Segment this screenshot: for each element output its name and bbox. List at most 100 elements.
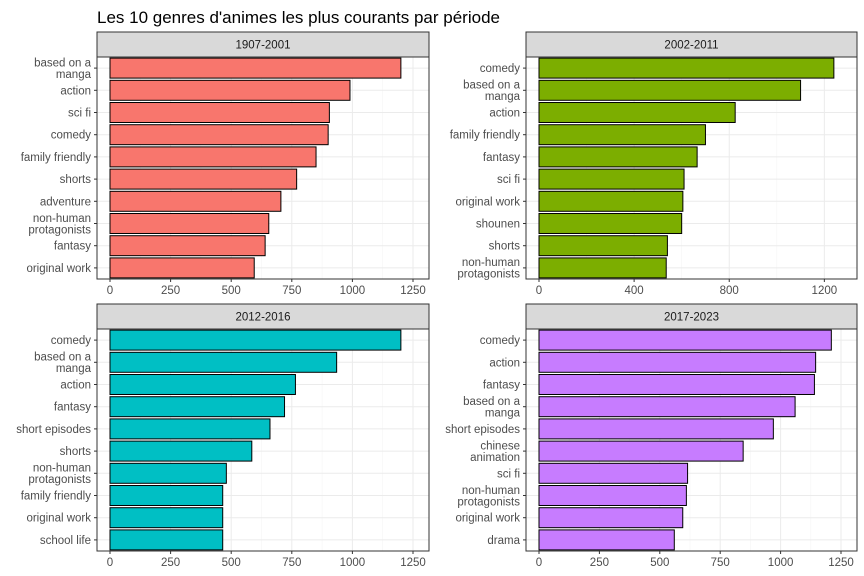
bar-comedy: [109, 124, 329, 146]
y-tick-label-line: comedy: [51, 130, 92, 142]
bar-action: [538, 351, 817, 373]
x-tick-label: 0: [536, 285, 542, 297]
x-tick-label: 500: [222, 285, 241, 297]
y-tick-label: short episodes: [445, 424, 520, 436]
facet-strip: [525, 31, 858, 58]
y-tick-label: non-human protagonists: [457, 485, 520, 509]
facet-strip: [96, 31, 430, 58]
y-tick-label-line: non-human: [462, 257, 520, 269]
bar-school-life: [109, 529, 224, 551]
y-tick-label-line: non-human: [33, 213, 91, 225]
y-tick-label: original work: [26, 263, 91, 275]
bar-shorts: [538, 235, 668, 257]
y-tick-label: non-human protagonists: [28, 213, 91, 237]
x-tick-label: 1000: [768, 557, 794, 569]
y-tick-label-line: based on a: [463, 396, 521, 408]
y-tick-label-line: fantasy: [483, 380, 520, 392]
y-tick-label: comedy: [480, 335, 521, 347]
x-tick-label: 1250: [400, 557, 426, 569]
y-tick-label-line: fantasy: [483, 152, 520, 164]
bar-non-human-protagonists: [109, 462, 227, 484]
y-tick-label-line: fantasy: [54, 402, 91, 414]
bar-based-on-a-manga: [538, 396, 796, 418]
y-tick-label: non-human protagonists: [457, 257, 520, 281]
y-tick-label-line: sci fi: [68, 108, 91, 120]
facet-panel-3: 2012-2016 comedy based on a manga action fant…: [16, 303, 430, 569]
y-tick-label: fantasy: [483, 380, 520, 392]
y-tick-label-line: action: [60, 380, 91, 392]
y-tick-label-line: family friendly: [21, 491, 92, 503]
x-tick-label: 500: [222, 557, 241, 569]
bar-non-human-protagonists: [109, 213, 270, 234]
y-tick-label-line: action: [489, 357, 520, 369]
y-tick-label-line: original work: [26, 263, 91, 275]
y-tick-label-line: original work: [26, 513, 91, 525]
bar-sci-fi: [538, 168, 685, 190]
y-tick-label-line: protagonists: [28, 224, 91, 236]
y-tick-label-line: manga: [485, 407, 521, 419]
y-tick-label: original work: [26, 513, 91, 525]
y-tick-label-line: short episodes: [445, 424, 520, 436]
y-tick-label: family friendly: [450, 130, 521, 142]
y-tick-label: based on a manga: [34, 352, 92, 376]
facet-strip-label: 2017-2023: [664, 312, 719, 324]
y-tick-label-line: shounen: [476, 219, 520, 231]
y-tick-label-line: comedy: [51, 335, 92, 347]
y-tick-label-line: shorts: [60, 446, 92, 458]
y-tick-label: action: [60, 85, 91, 97]
bar-comedy: [109, 329, 402, 351]
y-tick-label: shounen: [476, 219, 520, 231]
x-tick-label: 800: [720, 285, 739, 297]
bar-based-on-a-manga: [109, 351, 338, 373]
bar-fantasy: [538, 374, 815, 395]
y-tick-label-line: action: [60, 85, 91, 97]
y-tick-label-line: protagonists: [28, 474, 91, 486]
bar-shounen: [538, 213, 683, 234]
y-tick-label-line: based on a: [463, 80, 521, 92]
y-tick-label-line: non-human: [462, 485, 520, 497]
bar-fantasy: [538, 146, 698, 168]
y-tick-label: family friendly: [21, 152, 92, 164]
panel-border: [96, 328, 430, 552]
bar-non-human-protagonists: [538, 257, 667, 279]
facet-strip-label: 2012-2016: [236, 312, 291, 324]
bar-original-work: [109, 507, 224, 529]
y-tick-label-line: sci fi: [497, 174, 520, 186]
y-tick-label: original work: [455, 513, 520, 525]
bar-fantasy: [109, 396, 286, 418]
y-tick-label: fantasy: [54, 402, 91, 414]
facet-panel-1: 1907-2001 based on a manga action sci fi come…: [21, 31, 430, 297]
bar-adventure: [109, 190, 282, 212]
y-tick-label: action: [60, 380, 91, 392]
y-tick-label-line: non-human: [33, 463, 91, 475]
y-tick-label: comedy: [480, 63, 521, 75]
y-tick-label-line: based on a: [34, 57, 92, 69]
y-tick-label: sci fi: [68, 108, 91, 120]
facet-strip-label: 1907-2001: [236, 40, 291, 52]
y-tick-label-line: protagonists: [457, 269, 520, 281]
bar-comedy: [538, 329, 832, 351]
panel-border: [96, 56, 430, 280]
bar-comedy: [538, 57, 835, 79]
y-tick-label-line: action: [489, 108, 520, 120]
bar-shorts: [109, 168, 298, 190]
bar-original-work: [109, 257, 255, 279]
bar-short-episodes: [538, 418, 774, 440]
y-tick-label: adventure: [40, 196, 91, 208]
y-tick-label-line: manga: [56, 363, 92, 375]
y-tick-label-line: adventure: [40, 196, 91, 208]
y-tick-label-line: original work: [455, 513, 520, 525]
y-tick-label-line: short episodes: [16, 424, 91, 436]
x-tick-label: 1250: [400, 285, 426, 297]
bar-family-friendly: [109, 485, 224, 506]
y-tick-label: fantasy: [483, 152, 520, 164]
bar-family-friendly: [109, 146, 317, 168]
bar-chinese-animation: [538, 440, 744, 462]
y-tick-label: action: [489, 108, 520, 120]
y-tick-label-line: school life: [40, 535, 91, 547]
y-tick-label: comedy: [51, 130, 92, 142]
y-tick-label: sci fi: [497, 174, 520, 186]
y-tick-label-line: based on a: [34, 352, 92, 364]
x-tick-label: 0: [536, 557, 542, 569]
